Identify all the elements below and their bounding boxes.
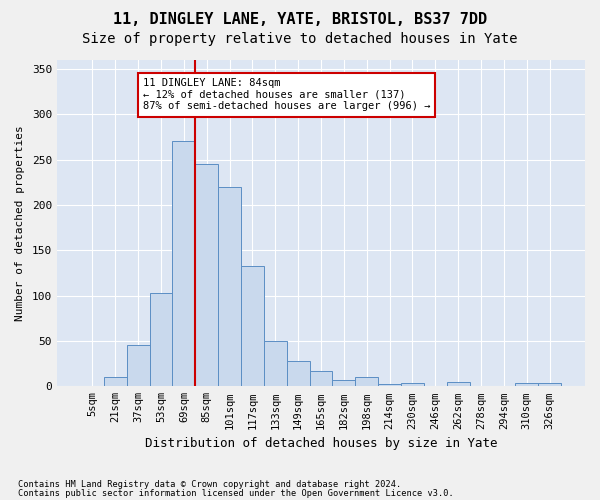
Bar <box>172 140 196 386</box>
Bar <box>104 377 127 386</box>
Text: Contains public sector information licensed under the Open Government Licence v3: Contains public sector information licen… <box>18 490 454 498</box>
Bar <box>515 382 538 386</box>
Bar <box>287 361 310 386</box>
Bar <box>355 377 378 386</box>
Bar <box>149 293 172 386</box>
Bar <box>378 384 401 386</box>
Bar <box>447 382 470 386</box>
Bar <box>401 382 424 386</box>
Bar <box>264 341 287 386</box>
Bar <box>332 380 355 386</box>
Bar <box>241 266 264 386</box>
Bar <box>310 371 332 386</box>
Text: 11 DINGLEY LANE: 84sqm
← 12% of detached houses are smaller (137)
87% of semi-de: 11 DINGLEY LANE: 84sqm ← 12% of detached… <box>143 78 430 112</box>
Text: Size of property relative to detached houses in Yate: Size of property relative to detached ho… <box>82 32 518 46</box>
X-axis label: Distribution of detached houses by size in Yate: Distribution of detached houses by size … <box>145 437 497 450</box>
Bar <box>196 164 218 386</box>
Bar <box>218 187 241 386</box>
Bar <box>127 344 149 387</box>
Bar <box>538 382 561 386</box>
Text: Contains HM Land Registry data © Crown copyright and database right 2024.: Contains HM Land Registry data © Crown c… <box>18 480 401 489</box>
Text: 11, DINGLEY LANE, YATE, BRISTOL, BS37 7DD: 11, DINGLEY LANE, YATE, BRISTOL, BS37 7D… <box>113 12 487 28</box>
Y-axis label: Number of detached properties: Number of detached properties <box>15 126 25 321</box>
